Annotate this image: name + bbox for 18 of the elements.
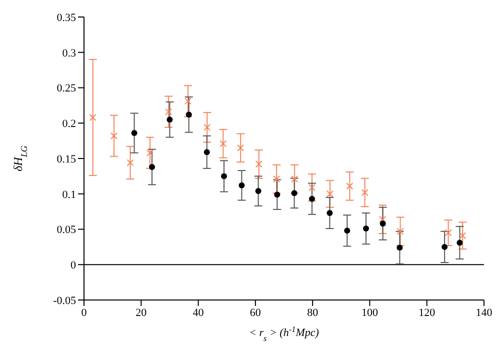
x-tick-label: 20 xyxy=(136,306,148,319)
y-tick-label: 0 xyxy=(70,260,76,272)
x-axis-title: < r$_{s}$ > (h$^{-1}$Mpc) xyxy=(249,324,320,342)
x-tick-label: 60 xyxy=(250,306,262,319)
x-tick-label: 100 xyxy=(361,306,378,319)
y-tick-label: 0.25 xyxy=(56,82,76,95)
x-tick-label: 140 xyxy=(476,306,493,319)
y-tick-label: 0.15 xyxy=(56,153,76,166)
x-tick-label: 0 xyxy=(81,306,88,319)
y-tick-label: 0.2 xyxy=(62,118,76,130)
y-tick-label: 0.1 xyxy=(62,188,76,201)
x-tick-label: 40 xyxy=(192,306,204,319)
y-tick-label: -0.05 xyxy=(53,294,76,307)
y-tick-label: 0.3 xyxy=(62,47,76,60)
y-tick-label: 0.35 xyxy=(56,12,76,24)
x-tick-label: 120 xyxy=(418,306,436,319)
x-tick-label: 80 xyxy=(307,306,319,319)
y-tick-label: 0.05 xyxy=(56,224,76,236)
